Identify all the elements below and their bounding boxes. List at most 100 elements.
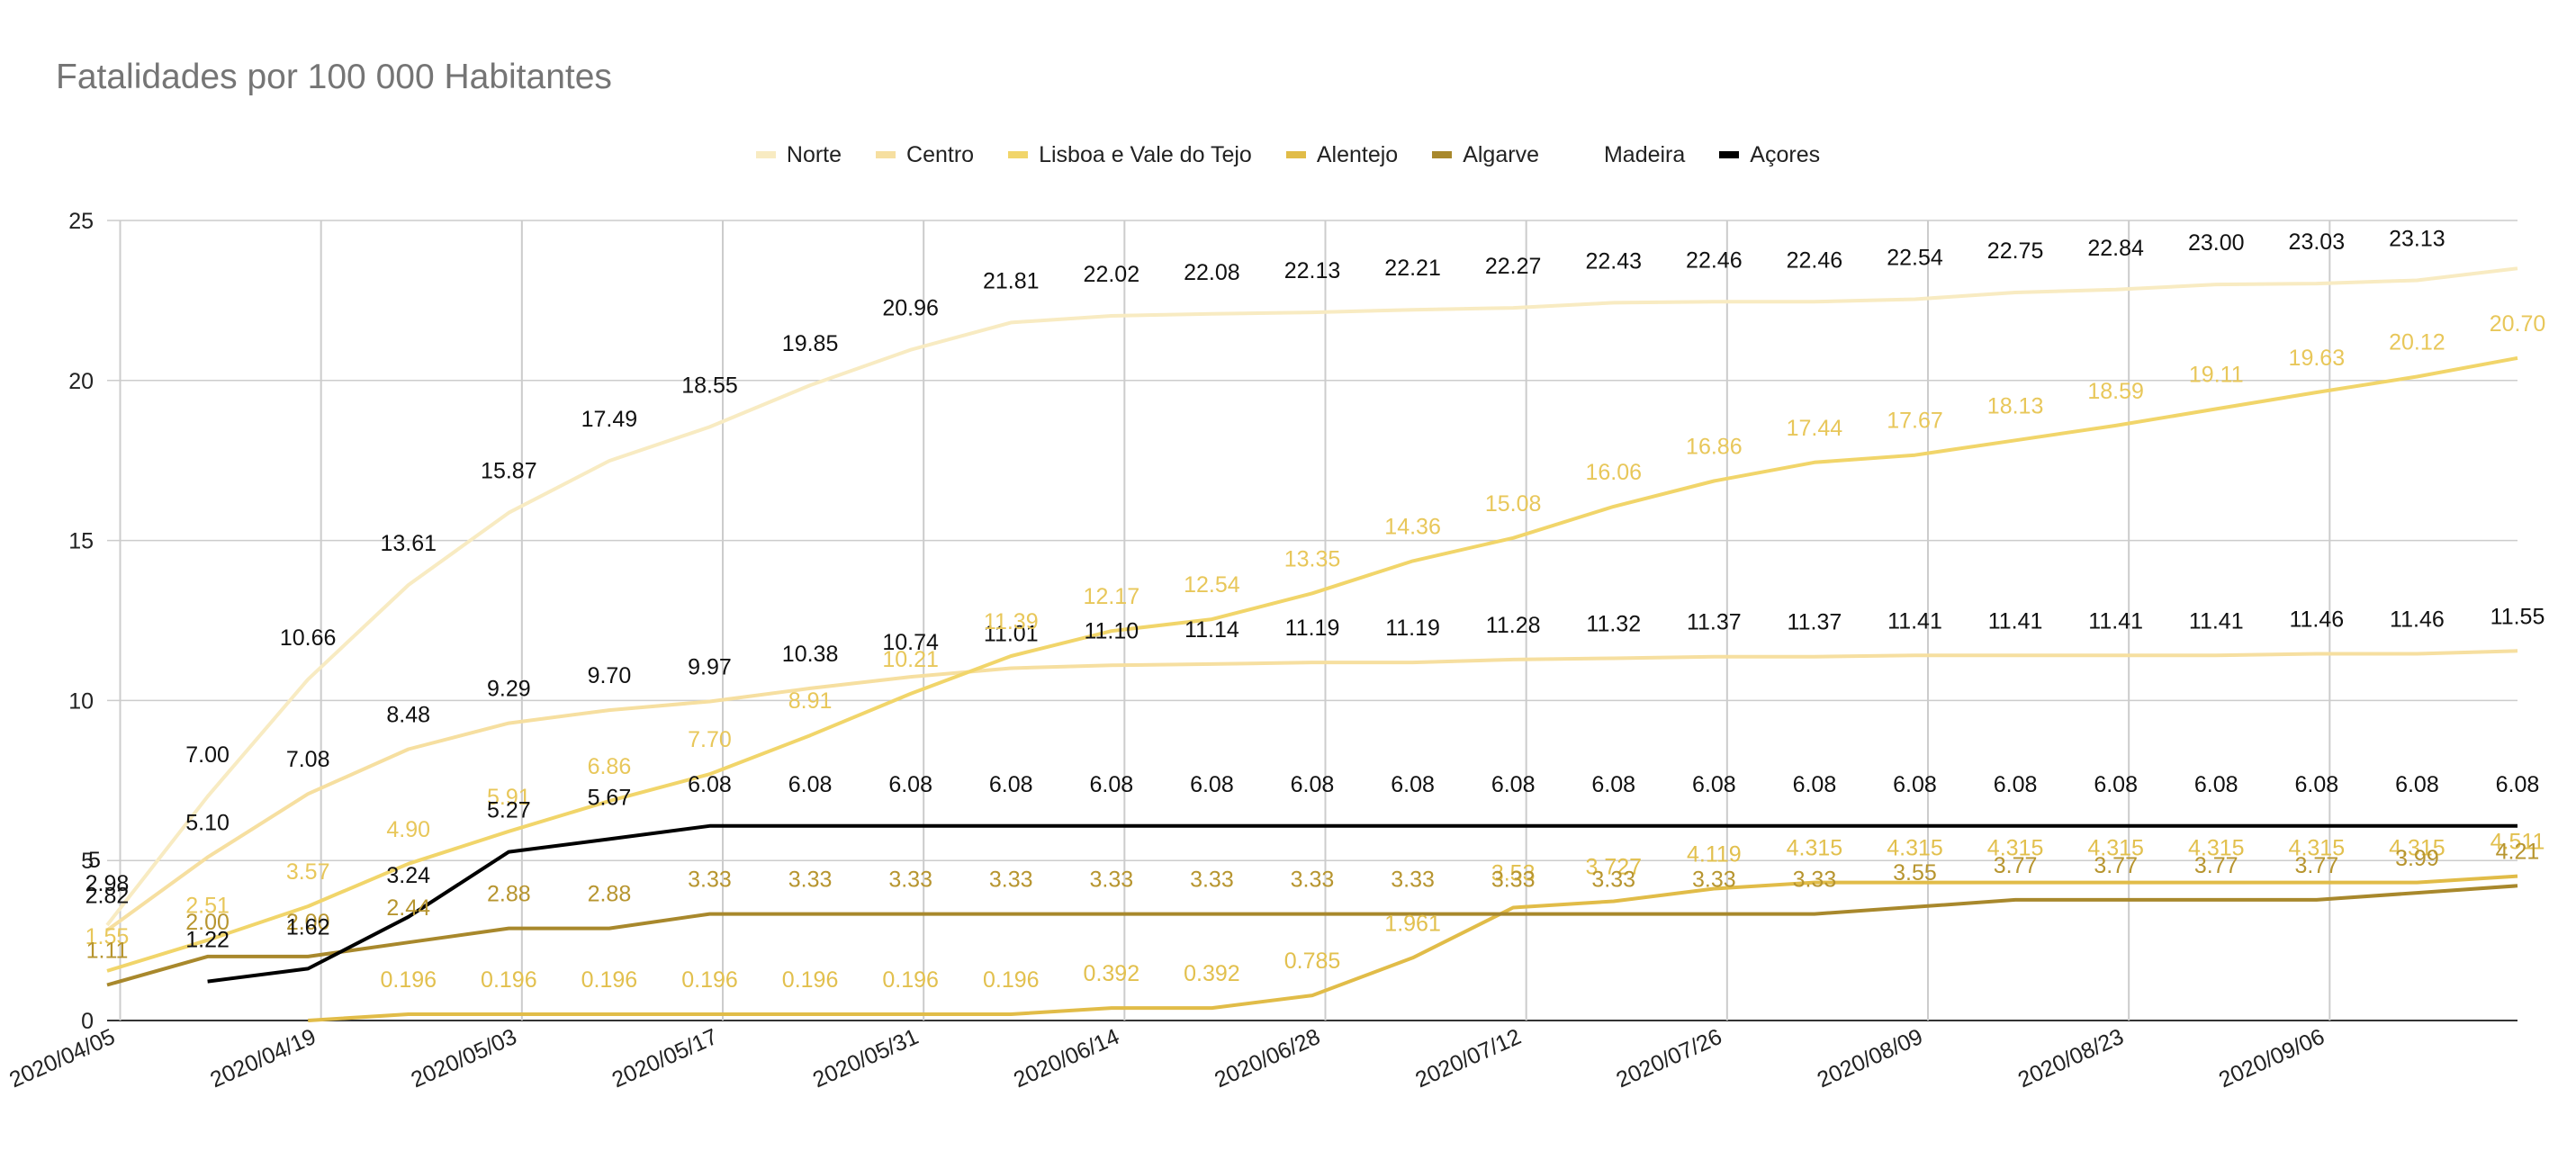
- series-line-alentejo: [308, 874, 2518, 1022]
- legend-item: Centro: [876, 142, 974, 168]
- data-label: 11.41: [1988, 608, 2043, 634]
- legend-item: Lisboa e Vale do Tejo: [1008, 142, 1252, 168]
- y-tick-label: 5: [81, 849, 94, 874]
- data-label: 3.33: [788, 868, 833, 893]
- data-label: 1.22: [185, 928, 230, 953]
- data-label: 0.196: [983, 967, 1040, 993]
- legend-label: Açores: [1750, 141, 1821, 167]
- data-label: 17.44: [1787, 416, 1843, 441]
- data-label: 3.727: [1585, 854, 1642, 879]
- data-label: 3.33: [888, 868, 932, 893]
- x-tick-label: 2020/09/06: [2215, 1024, 2328, 1093]
- data-label: 22.46: [1787, 247, 1843, 273]
- legend-label: Centro: [906, 141, 975, 167]
- data-label: 11.19: [1385, 616, 1440, 641]
- series-line-a-ores: [207, 823, 2517, 984]
- data-label: 3.33: [1793, 868, 1837, 893]
- x-tick-label: 2020/04/19: [206, 1024, 320, 1093]
- data-label: 11.37: [1788, 610, 1842, 635]
- data-label: 1.62: [286, 914, 330, 940]
- data-label: 4.315: [1987, 836, 2044, 861]
- legend-swatch: [1008, 151, 1029, 158]
- legend-swatch: [1719, 151, 1740, 158]
- data-label: 17.49: [581, 407, 638, 432]
- data-label: 1.11: [86, 939, 129, 964]
- legend-item: Alentejo: [1285, 142, 1398, 168]
- data-label: 9.29: [487, 677, 531, 702]
- data-label: 20.96: [882, 296, 939, 321]
- data-label: 3.24: [386, 863, 430, 888]
- data-label: 11.39: [984, 609, 1039, 634]
- y-tick-label: 20: [68, 369, 94, 394]
- data-label: 4.90: [386, 817, 430, 842]
- data-label: 19.85: [782, 331, 839, 356]
- chart-legend: Norte Centro Lisboa e Vale do Tejo Alentejo…: [0, 139, 2576, 171]
- data-label: 0.785: [1284, 949, 1341, 974]
- data-label: 15.87: [481, 459, 537, 484]
- legend-item: Açores: [1719, 142, 1820, 168]
- data-label: 6.08: [1994, 772, 2038, 797]
- data-label: 22.08: [1184, 260, 1240, 285]
- data-label: 18.55: [681, 373, 738, 398]
- data-label: 19.63: [2289, 346, 2346, 371]
- data-label: 18.13: [1987, 393, 2044, 418]
- data-label: 12.54: [1184, 572, 1240, 598]
- data-label: 6.08: [788, 772, 833, 797]
- data-label: 2.00: [286, 910, 330, 935]
- y-tick-label: 15: [68, 529, 94, 554]
- y-tick-label: 10: [68, 688, 94, 714]
- data-label: 10.74: [882, 630, 939, 655]
- data-label: 4.511: [2490, 830, 2545, 855]
- data-label: 11.46: [2289, 607, 2344, 632]
- data-label: 3.33: [1391, 868, 1435, 893]
- data-label: 7.08: [286, 747, 330, 772]
- data-label: 0.196: [782, 967, 839, 993]
- data-label: 11.41: [2088, 608, 2143, 634]
- data-label: 3.99: [2395, 846, 2439, 871]
- data-label: 11.28: [1486, 613, 1541, 638]
- data-label: 22.02: [1084, 262, 1140, 287]
- data-label: 0.196: [882, 967, 939, 993]
- data-label: 2.88: [487, 882, 531, 907]
- data-label: 14.36: [1384, 514, 1441, 539]
- data-label: 3.77: [2294, 853, 2338, 878]
- data-label: 6.08: [1089, 772, 1133, 797]
- data-label: 5.27: [487, 798, 531, 823]
- data-label: 2.44: [386, 895, 430, 921]
- data-label: 10.66: [280, 625, 337, 651]
- data-label: 1.55: [86, 924, 130, 949]
- x-tick-label: 2020/05/03: [408, 1024, 521, 1093]
- data-label: 11.37: [1687, 610, 1742, 635]
- data-label: 13.61: [380, 531, 437, 556]
- data-label: 6.08: [989, 772, 1033, 797]
- data-label: 11.46: [2390, 607, 2445, 632]
- data-label: 0.196: [681, 967, 738, 993]
- data-label: 3.33: [688, 868, 732, 893]
- data-label: 5: [88, 848, 101, 873]
- data-label: 22.46: [1686, 247, 1743, 273]
- data-label: 6.08: [1591, 772, 1635, 797]
- data-label: 22.27: [1485, 254, 1542, 279]
- data-label: 11.14: [1184, 617, 1239, 643]
- data-label: 6.08: [1893, 772, 1937, 797]
- data-label: 7.00: [185, 742, 230, 768]
- legend-item: Norte: [755, 142, 842, 168]
- data-label: 4.315: [2389, 836, 2445, 861]
- data-label: 4.315: [2087, 836, 2144, 861]
- data-label: 4.315: [2188, 836, 2245, 861]
- data-label: 6.08: [2294, 772, 2338, 797]
- data-label: 5.91: [487, 785, 531, 810]
- legend-swatch: [1572, 151, 1593, 158]
- data-label: 10.21: [882, 647, 939, 672]
- data-label: 3.53: [1491, 860, 1536, 886]
- y-tick-label: 25: [68, 209, 94, 234]
- data-label: 12.17: [1084, 584, 1140, 609]
- legend-swatch: [876, 151, 896, 158]
- legend-label: Algarve: [1463, 141, 1539, 167]
- series-line-centro: [105, 649, 2518, 932]
- data-label: 11.32: [1586, 611, 1641, 636]
- x-tick-label: 2020/04/05: [5, 1024, 119, 1093]
- legend-item: Algarve: [1432, 142, 1539, 168]
- data-label: 3.33: [989, 868, 1033, 893]
